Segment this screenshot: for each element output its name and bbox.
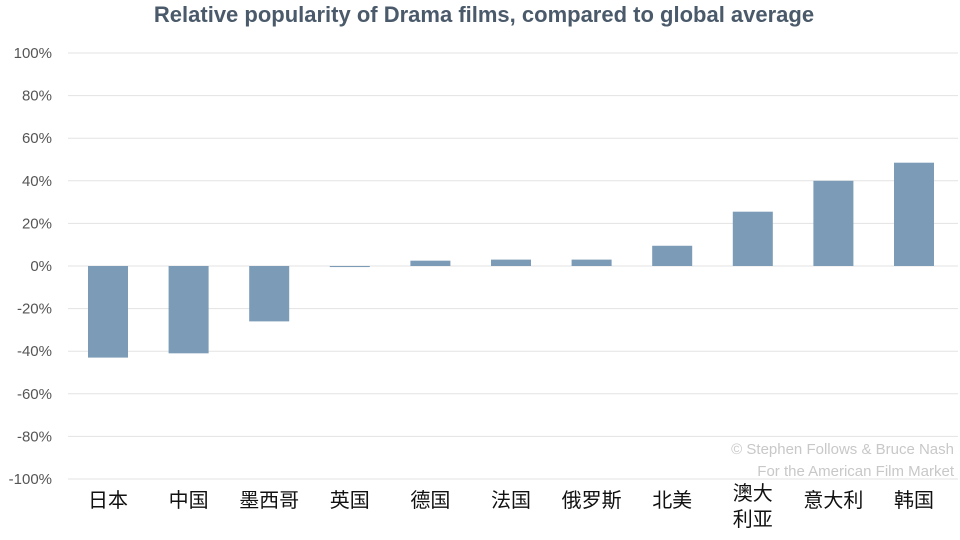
bar	[491, 259, 531, 266]
y-tick-label: -40%	[17, 343, 52, 360]
x-tick-label-line: 北美	[652, 488, 692, 512]
y-tick-label: -100%	[9, 471, 52, 488]
x-tick-label-line: 意大利	[803, 488, 863, 512]
y-tick-label: 40%	[22, 173, 52, 190]
x-tick-label: 韩国	[894, 488, 934, 512]
y-tick-label: -60%	[17, 386, 52, 403]
bar	[813, 180, 854, 266]
x-tick-label: 中国	[169, 488, 209, 512]
x-tick-label-line: 利亚	[733, 507, 773, 531]
x-tick-label-line: 日本	[88, 488, 128, 512]
bar	[249, 266, 290, 322]
bar	[410, 260, 451, 266]
chart-title: Relative popularity of Drama films, comp…	[154, 2, 814, 27]
bar	[88, 266, 128, 358]
bar	[894, 162, 934, 266]
y-tick-label: -20%	[17, 301, 52, 318]
bar	[329, 266, 370, 268]
x-tick-label: 法国	[491, 488, 531, 512]
x-tick-label: 英国	[330, 488, 370, 512]
x-tick-label-line: 法国	[491, 488, 531, 512]
x-tick-label-line: 德国	[410, 488, 450, 512]
x-tick-label-line: 俄罗斯	[562, 488, 622, 512]
credit-line: For the American Film Market	[757, 463, 955, 480]
y-tick-label: 0%	[30, 258, 52, 275]
x-tick-label: 北美	[652, 488, 692, 512]
credit-watermark: © Stephen Follows & Bruce Nash For the Am…	[731, 441, 955, 480]
bar	[652, 245, 693, 266]
x-tick-label: 日本	[88, 488, 128, 512]
x-tick-label-line: 韩国	[894, 488, 934, 512]
x-tick-label: 意大利	[803, 488, 863, 512]
x-tick-label-line: 澳大	[733, 481, 773, 505]
y-tick-label: 60%	[22, 130, 52, 147]
x-tick-label: 墨西哥	[239, 488, 299, 512]
y-tick-label: 20%	[22, 215, 52, 232]
y-tick-label: 100%	[14, 45, 52, 62]
x-tick-label: 德国	[410, 488, 450, 512]
bars	[88, 162, 934, 358]
bar	[571, 259, 612, 266]
y-tick-label: -80%	[17, 428, 52, 445]
y-axis-ticks: 100% 80% 60% 40% 20% 0% -20% -40% -60% -80% -100%	[9, 45, 52, 488]
x-tick-label-line: 中国	[169, 488, 209, 512]
x-tick-label: 俄罗斯	[562, 488, 622, 512]
bar	[732, 211, 773, 266]
bar	[168, 266, 209, 354]
y-tick-label: 80%	[22, 88, 52, 105]
x-tick-label-line: 英国	[330, 488, 370, 512]
x-tick-label-line: 墨西哥	[239, 488, 299, 512]
credit-line: © Stephen Follows & Bruce Nash	[731, 441, 954, 458]
